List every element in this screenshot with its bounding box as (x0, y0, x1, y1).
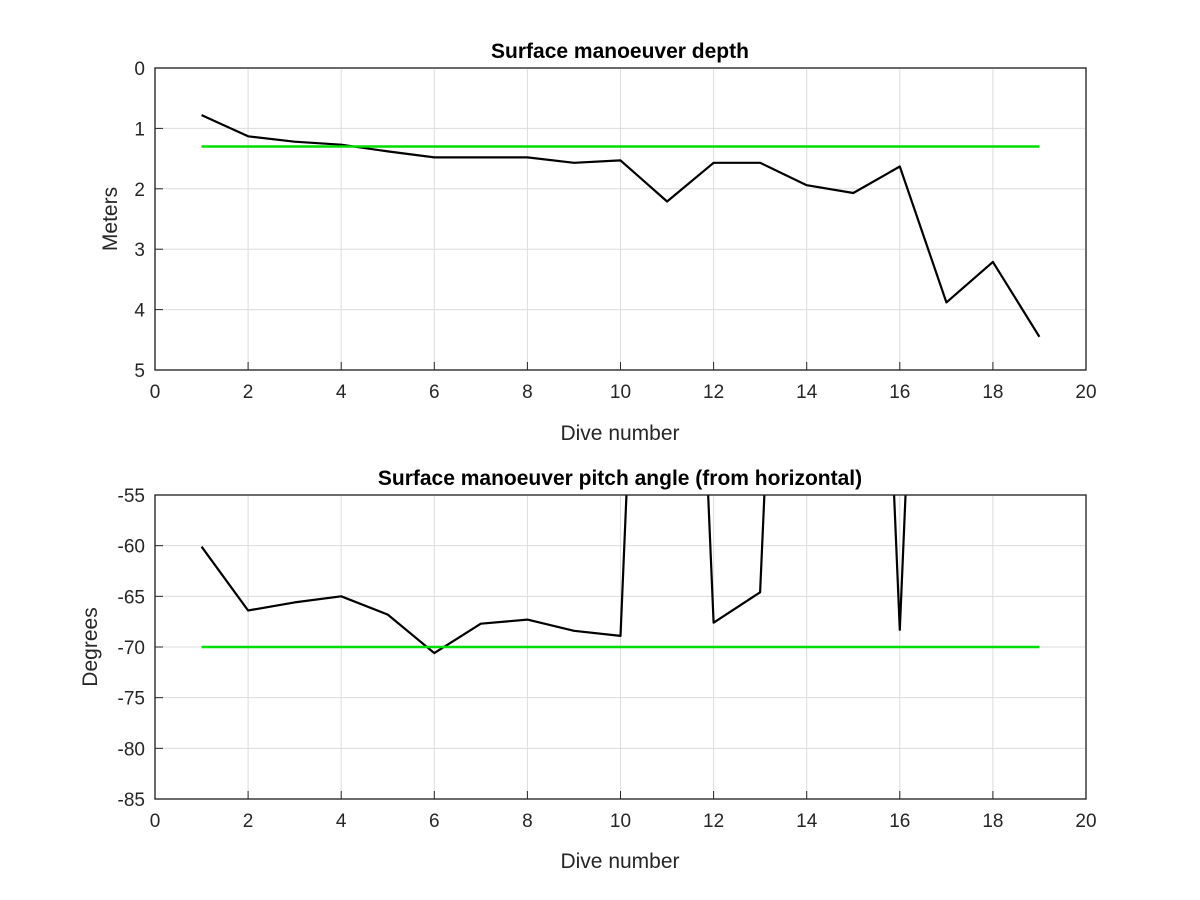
pitch-x-tick-label: 8 (522, 811, 533, 832)
depth-x-tick-label: 18 (982, 382, 1003, 403)
pitch-series (200, 495, 1040, 655)
depth-data-line (201, 114, 1041, 338)
depth-x-tick-label: 0 (150, 382, 161, 403)
pitch-x-tick-label: 14 (796, 811, 818, 832)
depth-y-axis-label: Meters (99, 187, 122, 251)
depth-y-tick-label: 1 (134, 119, 145, 140)
pitch-y-tick-label: -65 (118, 587, 145, 608)
depth-grid (155, 68, 1086, 370)
pitch-x-tick-label: 10 (610, 811, 631, 832)
depth-x-tick-label: 8 (522, 382, 533, 403)
depth-x-axis-label: Dive number (560, 422, 679, 445)
pitch-x-tick-label: 12 (703, 811, 724, 832)
pitch-x-tick-label: 16 (889, 811, 910, 832)
depth-x-tick-label: 14 (796, 382, 818, 403)
pitch-x-axis-label: Dive number (560, 850, 679, 873)
pitch-y-tick-label: -85 (118, 790, 145, 811)
pitch-y-tick-label: -70 (118, 638, 145, 659)
depth-y-tick-label: 4 (134, 301, 145, 322)
depth-y-tick-label: 2 (134, 180, 145, 201)
depth-x-tick-label: 6 (429, 382, 440, 403)
depth-x-tick-label: 4 (336, 382, 347, 403)
depth-x-tick-label: 10 (610, 382, 631, 403)
pitch-y-axis-label: Degrees (79, 607, 102, 686)
pitch-data-line (200, 495, 907, 655)
pitch-y-tick-label: -80 (118, 739, 145, 760)
depth-y-tick-label: 0 (134, 59, 145, 80)
depth-y-tick-label: 5 (134, 361, 145, 382)
depth-x-tick-label: 16 (889, 382, 910, 403)
pitch-ticks: 0 2 4 6 8 10 12 14 16 18 20 -85 -80 -75 -70 -65 -60 -55 (118, 486, 1097, 832)
depth-chart-title: Surface manoeuver depth (491, 40, 749, 63)
pitch-x-tick-label: 20 (1075, 811, 1096, 832)
pitch-y-tick-label: -60 (118, 537, 145, 558)
depth-y-tick-label: 3 (134, 240, 145, 261)
pitch-x-tick-label: 18 (982, 811, 1003, 832)
pitch-x-tick-label: 0 (150, 811, 161, 832)
depth-x-tick-label: 20 (1075, 382, 1096, 403)
pitch-x-tick-label: 4 (336, 811, 347, 832)
depth-x-tick-label: 2 (243, 382, 254, 403)
pitch-x-tick-label: 6 (429, 811, 440, 832)
pitch-chart: 0 2 4 6 8 10 12 14 16 18 20 -85 -80 -75 -70 -65 -60 -55 S… (79, 467, 1097, 873)
depth-series (201, 114, 1041, 338)
pitch-y-tick-label: -75 (118, 689, 145, 710)
pitch-chart-title: Surface manoeuver pitch angle (from hori… (378, 467, 862, 490)
pitch-x-tick-label: 2 (243, 811, 254, 832)
pitch-y-tick-label: -55 (118, 486, 145, 507)
depth-x-tick-label: 12 (703, 382, 724, 403)
